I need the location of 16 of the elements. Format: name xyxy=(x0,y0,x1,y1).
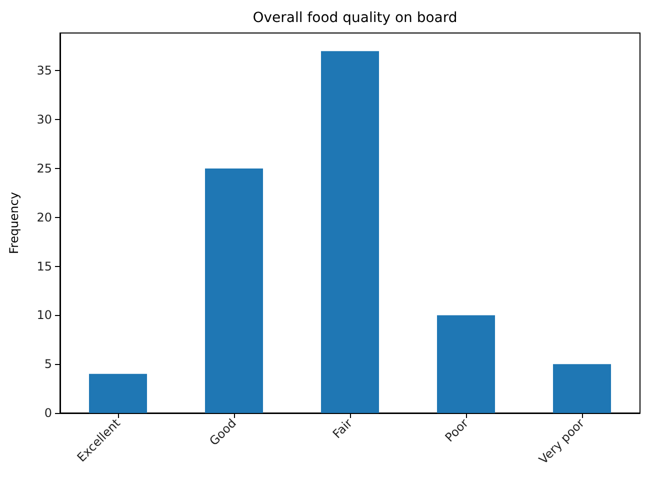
y-axis-title: Frequency xyxy=(7,192,21,254)
y-tick-label: 25 xyxy=(36,161,52,176)
y-tick-label: 30 xyxy=(36,112,52,127)
bar xyxy=(205,168,263,413)
bar xyxy=(321,51,379,413)
chart-title: Overall food quality on board xyxy=(252,10,458,26)
y-tick-label: 20 xyxy=(36,210,52,224)
y-tick-label: 15 xyxy=(36,259,52,274)
y-tick-label: 10 xyxy=(36,308,52,322)
bar xyxy=(553,364,611,413)
bar xyxy=(89,374,147,413)
y-tick-label: 35 xyxy=(36,64,52,78)
bar xyxy=(437,315,495,413)
y-tick-label: 5 xyxy=(44,357,52,372)
y-tick-label: 0 xyxy=(44,406,52,420)
x-tick-label: Fair xyxy=(330,416,355,442)
